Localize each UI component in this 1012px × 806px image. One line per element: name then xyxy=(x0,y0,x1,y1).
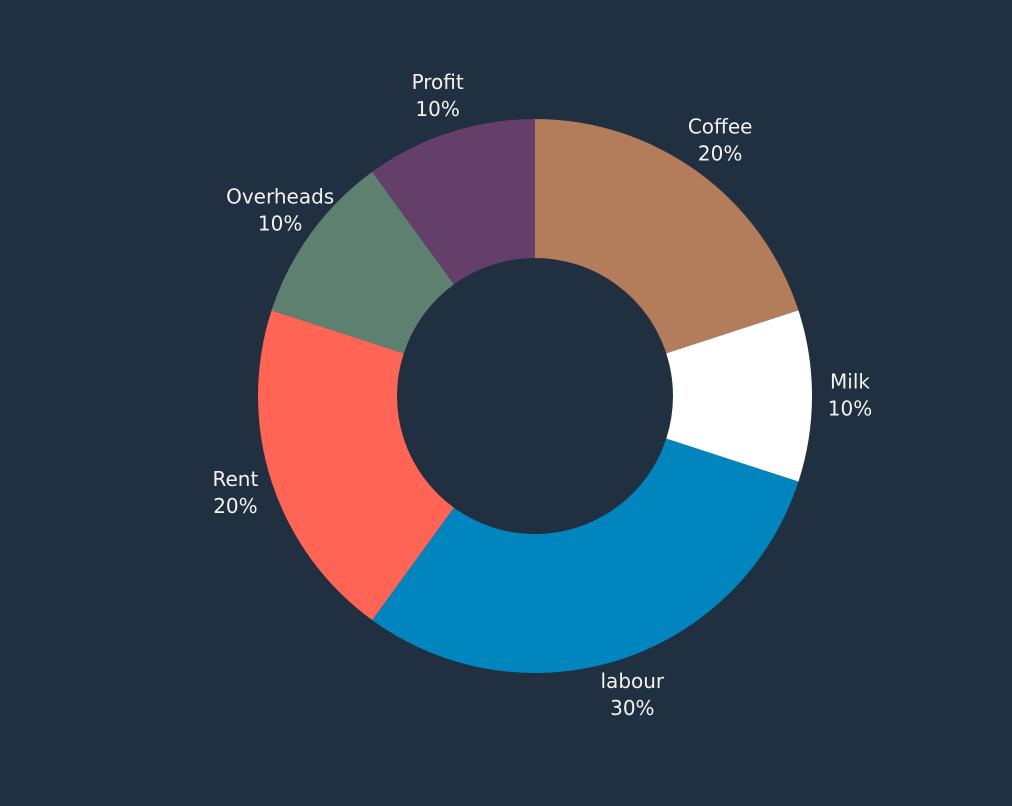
donut-segment xyxy=(535,119,799,354)
segment-label: Milk xyxy=(830,370,870,394)
segment-value-label: 30% xyxy=(610,696,654,720)
donut-segment xyxy=(372,438,799,673)
donut-segment xyxy=(372,118,535,285)
segment-value-label: 10% xyxy=(415,97,459,121)
segment-label: labour xyxy=(601,669,665,693)
segment-value-label: 20% xyxy=(213,494,257,518)
donut-segment xyxy=(271,171,454,354)
segment-label: Rent xyxy=(213,467,259,491)
segment-value-label: 20% xyxy=(698,142,742,166)
segment-label: Overheads xyxy=(226,184,334,208)
donut-segment xyxy=(258,310,454,621)
segment-value-label: 10% xyxy=(828,397,872,421)
donut-segment xyxy=(666,310,812,482)
segment-value-label: 10% xyxy=(258,211,302,235)
segment-label: Coffee xyxy=(688,115,753,139)
segment-label: Profit xyxy=(412,70,464,94)
